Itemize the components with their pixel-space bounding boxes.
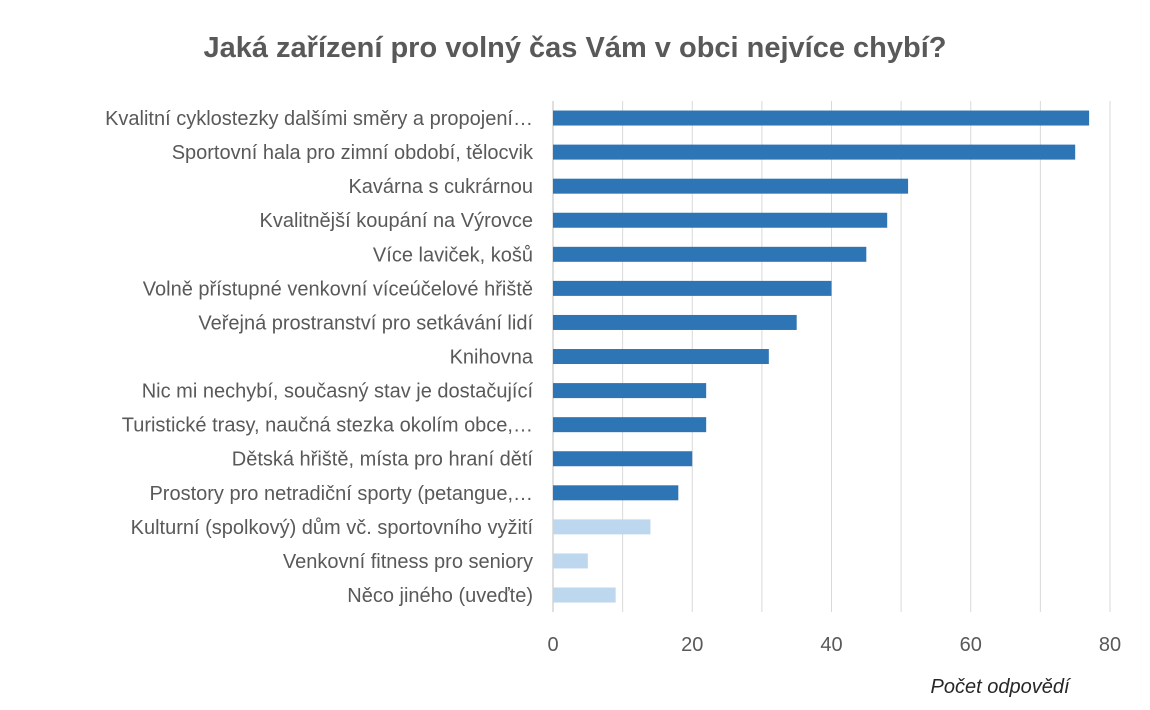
category-label: Knihovna — [450, 347, 534, 369]
category-label: Sportovní hala pro zimní období, tělocvi… — [172, 142, 534, 164]
bar — [553, 314, 797, 330]
category-label: Kvalitní cyklostezky dalšími směry a pro… — [105, 108, 533, 130]
bar — [553, 519, 651, 535]
x-tick-labels: 0 20 40 60 80 — [547, 634, 1121, 656]
bar — [553, 110, 1090, 126]
category-label: Dětská hřiště, místa pro hraní dětí — [232, 449, 534, 471]
bar — [553, 246, 867, 262]
bar — [553, 485, 679, 501]
bar — [553, 212, 888, 228]
bars — [553, 110, 1090, 603]
category-label: Veřejná prostranství pro setkávání lidí — [198, 312, 533, 334]
category-label: Nic mi nechybí, současný stav je dostaču… — [142, 381, 534, 403]
bar — [553, 383, 707, 399]
category-label: Kvalitnější koupání na Výrovce — [260, 210, 534, 232]
x-tick-label: 80 — [1099, 634, 1121, 656]
category-label: Kavárna s cukrárnou — [348, 176, 533, 198]
x-axis-title: Počet odpovědí — [930, 676, 1070, 698]
bar — [553, 587, 616, 603]
category-label: Volně přístupné venkovní víceúčelové hři… — [143, 278, 533, 300]
bar — [553, 178, 909, 194]
x-tick-label: 60 — [960, 634, 982, 656]
category-label: Kulturní (spolkový) dům vč. sportovního … — [131, 517, 534, 539]
category-label: Venkovní fitness pro seniory — [283, 551, 533, 573]
chart-title: Jaká zařízení pro volný čas Vám v obci n… — [203, 32, 947, 64]
x-tick-label: 40 — [820, 634, 842, 656]
category-label: Něco jiného (uveďte) — [347, 585, 533, 607]
bar — [553, 349, 769, 365]
bar — [553, 280, 832, 296]
category-label: Turistické trasy, naučná stezka okolím o… — [122, 415, 533, 437]
x-tick-label: 20 — [681, 634, 703, 656]
x-tick-label: 0 — [547, 634, 558, 656]
bar — [553, 451, 693, 467]
bar — [553, 144, 1076, 160]
category-label: Více laviček, košů — [373, 244, 533, 266]
category-label: Prostory pro netradiční sporty (petangue… — [149, 483, 533, 505]
bar — [553, 417, 707, 433]
bar — [553, 553, 588, 569]
category-labels: Kvalitní cyklostezky dalšími směry a pro… — [105, 108, 534, 607]
